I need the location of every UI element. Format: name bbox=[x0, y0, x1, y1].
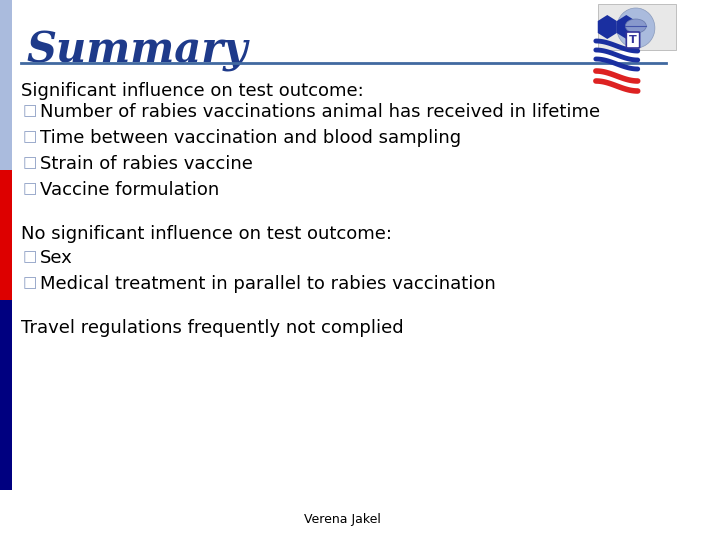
Text: Significant influence on test outcome:: Significant influence on test outcome: bbox=[21, 82, 364, 100]
Circle shape bbox=[617, 8, 655, 48]
FancyBboxPatch shape bbox=[626, 32, 639, 48]
Polygon shape bbox=[598, 15, 617, 39]
Text: □: □ bbox=[23, 129, 37, 144]
Text: Time between vaccination and blood sampling: Time between vaccination and blood sampl… bbox=[40, 129, 461, 147]
Text: □: □ bbox=[23, 103, 37, 118]
Text: □: □ bbox=[23, 249, 37, 264]
Text: □: □ bbox=[23, 155, 37, 170]
Bar bbox=[0, 0, 12, 170]
Text: No significant influence on test outcome:: No significant influence on test outcome… bbox=[21, 225, 392, 243]
Text: Strain of rabies vaccine: Strain of rabies vaccine bbox=[40, 155, 253, 173]
Text: □: □ bbox=[23, 275, 37, 290]
Text: Verena Jakel: Verena Jakel bbox=[305, 513, 381, 526]
Text: Summary: Summary bbox=[27, 30, 248, 72]
Text: Sex: Sex bbox=[40, 249, 73, 267]
Text: Vaccine formulation: Vaccine formulation bbox=[40, 181, 219, 199]
Polygon shape bbox=[617, 15, 636, 39]
Bar bbox=[598, 4, 676, 50]
Ellipse shape bbox=[626, 19, 647, 33]
Text: Number of rabies vaccinations animal has received in lifetime: Number of rabies vaccinations animal has… bbox=[40, 103, 600, 121]
Bar bbox=[0, 170, 12, 300]
Text: Medical treatment in parallel to rabies vaccination: Medical treatment in parallel to rabies … bbox=[40, 275, 496, 293]
Text: Travel regulations frequently not complied: Travel regulations frequently not compli… bbox=[21, 319, 404, 337]
Bar bbox=[0, 300, 12, 490]
Text: □: □ bbox=[23, 181, 37, 196]
Text: T: T bbox=[629, 35, 637, 45]
